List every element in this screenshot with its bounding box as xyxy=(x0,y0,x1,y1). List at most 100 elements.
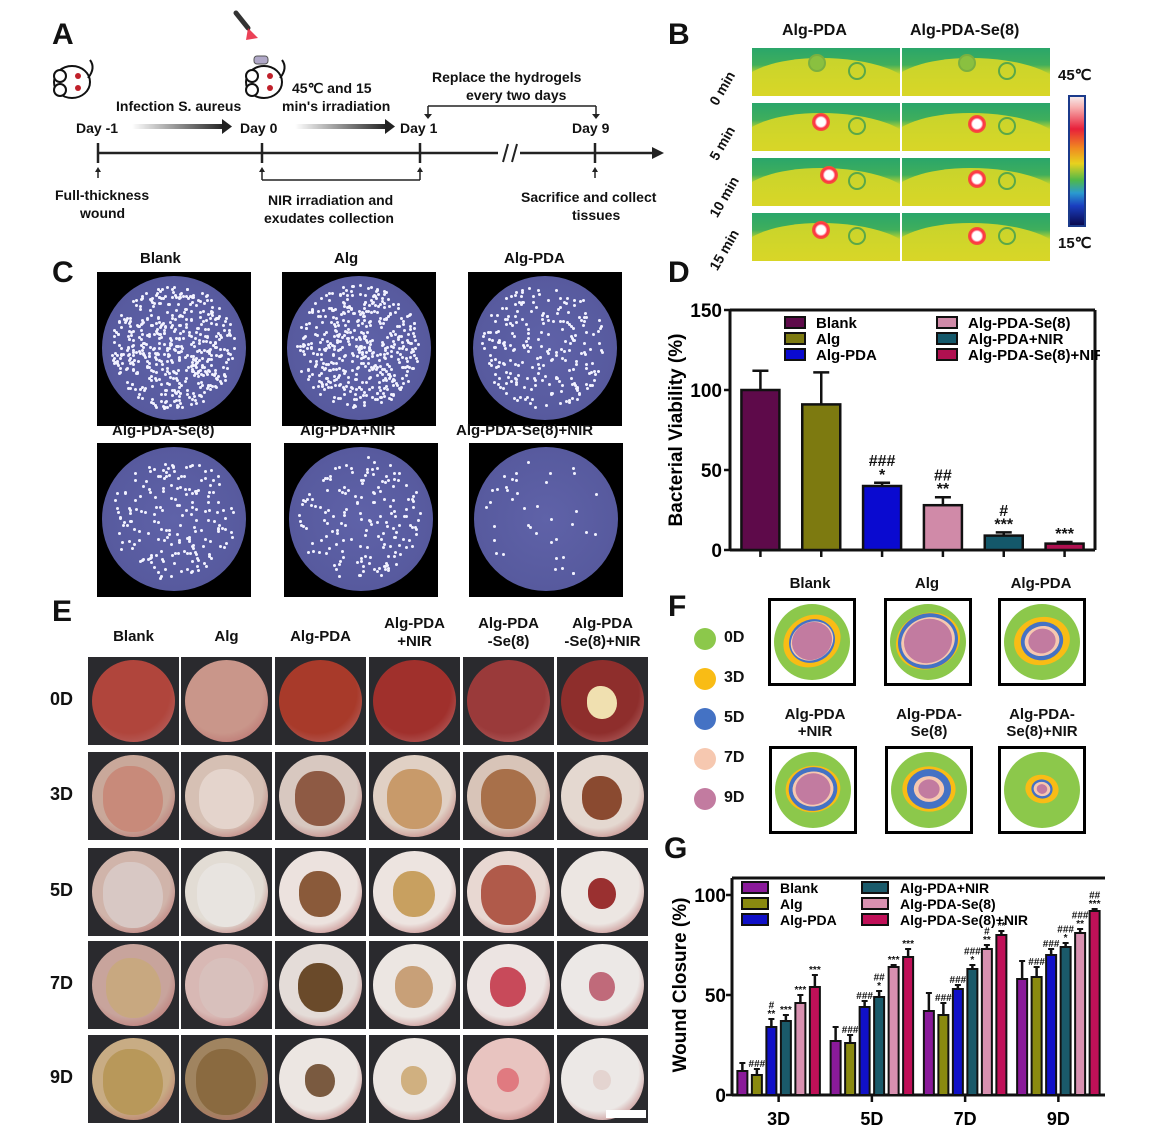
colony xyxy=(387,376,391,380)
colony xyxy=(365,380,369,384)
colony xyxy=(354,392,358,396)
colony xyxy=(600,325,604,328)
colony xyxy=(360,347,364,350)
mouse-ear-shape xyxy=(848,117,866,135)
colony xyxy=(359,560,363,564)
agar-plate xyxy=(102,447,246,591)
wound-bed xyxy=(497,1068,519,1093)
agar-plate xyxy=(287,276,431,420)
colony xyxy=(358,309,362,313)
colony xyxy=(569,324,573,328)
colony xyxy=(398,544,402,548)
colony xyxy=(410,350,414,354)
colony xyxy=(386,524,390,528)
colony xyxy=(378,514,382,518)
colony xyxy=(134,498,138,502)
colony xyxy=(141,352,145,356)
colony xyxy=(150,554,154,558)
colony xyxy=(384,567,387,571)
colony xyxy=(193,372,197,376)
colony xyxy=(527,524,531,528)
colony xyxy=(147,335,151,339)
colony xyxy=(173,317,177,321)
colony xyxy=(188,538,192,542)
colony xyxy=(191,464,195,468)
colony xyxy=(216,510,220,514)
colony xyxy=(185,536,189,540)
colony xyxy=(376,288,380,292)
colony xyxy=(385,385,389,389)
colony xyxy=(134,472,138,476)
wound-photo xyxy=(463,752,554,840)
mouse-ear-shape xyxy=(998,227,1016,245)
colony xyxy=(601,350,605,354)
colony xyxy=(201,400,205,403)
bar-alg-pda-se-8-nir-9d xyxy=(1088,910,1101,1096)
colony xyxy=(160,549,164,553)
colony xyxy=(404,348,408,352)
colony xyxy=(130,331,134,335)
colony xyxy=(407,332,411,336)
colony xyxy=(382,318,386,322)
colony xyxy=(230,535,234,539)
trace-9d xyxy=(918,779,940,799)
colony xyxy=(169,376,173,380)
colony xyxy=(483,332,487,336)
legend-label: Blank xyxy=(780,880,818,896)
thermal-image xyxy=(752,158,900,206)
colony xyxy=(522,344,526,348)
colony xyxy=(337,335,341,339)
timeline-infection-label: Infection S. aureus xyxy=(116,98,242,114)
colony xyxy=(203,302,207,306)
colony xyxy=(308,321,312,325)
colony xyxy=(379,401,383,405)
colony xyxy=(119,352,123,356)
colony xyxy=(368,519,372,523)
legend-label: Alg-PDA xyxy=(780,912,837,928)
wound-bed xyxy=(295,771,345,826)
colony xyxy=(194,337,198,341)
colony xyxy=(121,362,125,366)
colony xyxy=(197,569,201,573)
colony xyxy=(384,565,388,569)
colony xyxy=(377,381,381,385)
significance-mark: *** xyxy=(795,985,807,996)
colony xyxy=(327,291,331,295)
colony xyxy=(396,303,400,307)
colony xyxy=(584,331,588,335)
colony xyxy=(403,329,407,333)
colony xyxy=(393,379,397,383)
colony xyxy=(492,381,496,385)
colony xyxy=(189,294,193,298)
colony xyxy=(392,478,396,482)
colony xyxy=(149,379,153,383)
colony xyxy=(149,470,153,474)
colony xyxy=(188,330,192,334)
colony xyxy=(204,538,208,542)
colony xyxy=(546,351,550,355)
colony xyxy=(377,293,381,297)
wound-area xyxy=(279,755,362,837)
colony xyxy=(336,323,340,327)
colony xyxy=(134,371,138,375)
colony xyxy=(373,303,377,307)
wound-bed xyxy=(593,1070,611,1090)
colony xyxy=(178,392,182,396)
colony xyxy=(333,347,337,351)
colony xyxy=(360,556,364,560)
colony xyxy=(552,320,556,324)
colony xyxy=(383,356,387,360)
colony xyxy=(136,396,140,400)
wound-photo xyxy=(88,848,179,936)
colony xyxy=(132,351,136,355)
colony xyxy=(116,360,120,364)
colony xyxy=(195,330,199,334)
colony xyxy=(385,336,389,340)
colony xyxy=(178,504,182,508)
colony xyxy=(200,383,204,387)
colony xyxy=(170,575,174,579)
colony xyxy=(365,470,369,474)
colony xyxy=(155,553,159,557)
colony xyxy=(381,392,385,396)
colony xyxy=(367,356,371,360)
